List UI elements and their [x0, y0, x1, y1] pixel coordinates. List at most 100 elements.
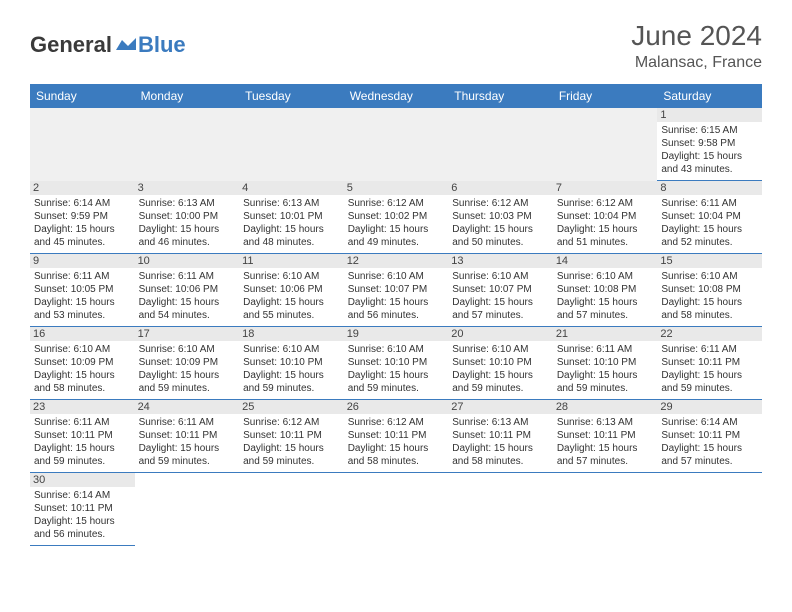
day-info-line: and 46 minutes. [139, 236, 236, 249]
calendar-day-cell [344, 473, 449, 546]
day-info-line: and 57 minutes. [557, 309, 654, 322]
day-info-line: Sunset: 10:11 PM [139, 429, 236, 442]
day-info-line: Sunset: 9:58 PM [661, 137, 758, 150]
calendar-body: 1Sunrise: 6:15 AMSunset: 9:58 PMDaylight… [30, 108, 762, 546]
day-info-line: Sunset: 10:11 PM [243, 429, 340, 442]
day-number: 2 [30, 181, 135, 195]
calendar-day-cell [553, 473, 658, 546]
day-info-line: Daylight: 15 hours [139, 223, 236, 236]
weekday-header: Monday [135, 84, 240, 108]
day-info-line: Daylight: 15 hours [139, 369, 236, 382]
day-info-line: and 58 minutes. [452, 455, 549, 468]
calendar-day-cell [448, 108, 553, 181]
day-info-line: Daylight: 15 hours [34, 296, 131, 309]
day-info-line: Daylight: 15 hours [661, 442, 758, 455]
day-number: 23 [30, 400, 135, 414]
day-info-line: Sunset: 10:06 PM [139, 283, 236, 296]
day-info-line: Daylight: 15 hours [661, 369, 758, 382]
day-number: 12 [344, 254, 449, 268]
day-number: 22 [657, 327, 762, 341]
day-info-line: Daylight: 15 hours [243, 223, 340, 236]
logo-flag-icon [116, 38, 136, 52]
day-info-line: Sunrise: 6:10 AM [34, 343, 131, 356]
day-info-line: Sunrise: 6:14 AM [661, 416, 758, 429]
day-info-line: Sunrise: 6:12 AM [557, 197, 654, 210]
day-info-line: Sunrise: 6:13 AM [557, 416, 654, 429]
day-info-line: and 51 minutes. [557, 236, 654, 249]
day-info-line: Daylight: 15 hours [557, 442, 654, 455]
calendar-day-cell: 14Sunrise: 6:10 AMSunset: 10:08 PMDaylig… [553, 254, 658, 327]
day-info-line: Sunrise: 6:11 AM [661, 197, 758, 210]
day-number: 26 [344, 400, 449, 414]
day-info-line: Sunrise: 6:12 AM [243, 416, 340, 429]
calendar-day-cell: 21Sunrise: 6:11 AMSunset: 10:10 PMDaylig… [553, 327, 658, 400]
day-info-line: Daylight: 15 hours [348, 223, 445, 236]
day-info-line: Sunset: 9:59 PM [34, 210, 131, 223]
header: General Blue June 2024 Malansac, France [30, 20, 762, 72]
calendar-table: Sunday Monday Tuesday Wednesday Thursday… [30, 84, 762, 546]
day-number: 13 [448, 254, 553, 268]
calendar-week-row: 9Sunrise: 6:11 AMSunset: 10:05 PMDayligh… [30, 254, 762, 327]
day-number: 11 [239, 254, 344, 268]
day-info-line: Sunrise: 6:11 AM [139, 416, 236, 429]
day-info-line: Sunset: 10:02 PM [348, 210, 445, 223]
day-info-line: Sunset: 10:11 PM [348, 429, 445, 442]
day-number: 20 [448, 327, 553, 341]
day-info-line: and 58 minutes. [348, 455, 445, 468]
calendar-day-cell [553, 108, 658, 181]
day-info-line: Sunset: 10:04 PM [661, 210, 758, 223]
calendar-day-cell: 7Sunrise: 6:12 AMSunset: 10:04 PMDayligh… [553, 181, 658, 254]
calendar-day-cell: 8Sunrise: 6:11 AMSunset: 10:04 PMDayligh… [657, 181, 762, 254]
day-number: 5 [344, 181, 449, 195]
calendar-day-cell: 12Sunrise: 6:10 AMSunset: 10:07 PMDaylig… [344, 254, 449, 327]
day-info-line: Sunrise: 6:14 AM [34, 489, 131, 502]
weekday-header: Thursday [448, 84, 553, 108]
calendar-week-row: 2Sunrise: 6:14 AMSunset: 9:59 PMDaylight… [30, 181, 762, 254]
calendar-day-cell [135, 473, 240, 546]
day-info-line: and 50 minutes. [452, 236, 549, 249]
day-info-line: Daylight: 15 hours [661, 223, 758, 236]
day-info-line: Daylight: 15 hours [557, 369, 654, 382]
day-info-line: Sunrise: 6:10 AM [661, 270, 758, 283]
calendar-day-cell: 27Sunrise: 6:13 AMSunset: 10:11 PMDaylig… [448, 400, 553, 473]
day-number: 14 [553, 254, 658, 268]
calendar-day-cell: 29Sunrise: 6:14 AMSunset: 10:11 PMDaylig… [657, 400, 762, 473]
day-info-line: Sunrise: 6:12 AM [348, 416, 445, 429]
day-info-line: and 58 minutes. [34, 382, 131, 395]
calendar-day-cell [30, 108, 135, 181]
day-info-line: and 53 minutes. [34, 309, 131, 322]
day-info-line: Daylight: 15 hours [557, 296, 654, 309]
day-info-line: Sunset: 10:11 PM [661, 356, 758, 369]
calendar-day-cell [135, 108, 240, 181]
calendar-week-row: 16Sunrise: 6:10 AMSunset: 10:09 PMDaylig… [30, 327, 762, 400]
calendar-week-row: 30Sunrise: 6:14 AMSunset: 10:11 PMDaylig… [30, 473, 762, 546]
day-info-line: and 58 minutes. [661, 309, 758, 322]
day-info-line: Sunrise: 6:15 AM [661, 124, 758, 137]
day-info-line: Daylight: 15 hours [243, 369, 340, 382]
day-info-line: Daylight: 15 hours [452, 369, 549, 382]
calendar-day-cell: 30Sunrise: 6:14 AMSunset: 10:11 PMDaylig… [30, 473, 135, 546]
day-number: 27 [448, 400, 553, 414]
day-info-line: Sunset: 10:10 PM [348, 356, 445, 369]
day-info-line: Sunrise: 6:12 AM [348, 197, 445, 210]
day-info-line: Daylight: 15 hours [348, 296, 445, 309]
day-info-line: Sunset: 10:11 PM [452, 429, 549, 442]
location: Malansac, France [631, 54, 762, 72]
weekday-header: Friday [553, 84, 658, 108]
logo: General Blue [30, 20, 186, 58]
day-info-line: Daylight: 15 hours [34, 223, 131, 236]
day-info-line: Sunset: 10:11 PM [34, 502, 131, 515]
day-info-line: Sunset: 10:07 PM [452, 283, 549, 296]
day-number: 19 [344, 327, 449, 341]
day-number: 7 [553, 181, 658, 195]
day-info-line: Daylight: 15 hours [348, 369, 445, 382]
day-info-line: Sunset: 10:11 PM [34, 429, 131, 442]
day-info-line: and 45 minutes. [34, 236, 131, 249]
day-info-line: Sunset: 10:11 PM [557, 429, 654, 442]
calendar-day-cell: 26Sunrise: 6:12 AMSunset: 10:11 PMDaylig… [344, 400, 449, 473]
calendar-day-cell: 24Sunrise: 6:11 AMSunset: 10:11 PMDaylig… [135, 400, 240, 473]
day-info-line: and 59 minutes. [243, 455, 340, 468]
calendar-day-cell: 4Sunrise: 6:13 AMSunset: 10:01 PMDayligh… [239, 181, 344, 254]
day-info-line: Sunrise: 6:11 AM [139, 270, 236, 283]
calendar-day-cell: 28Sunrise: 6:13 AMSunset: 10:11 PMDaylig… [553, 400, 658, 473]
